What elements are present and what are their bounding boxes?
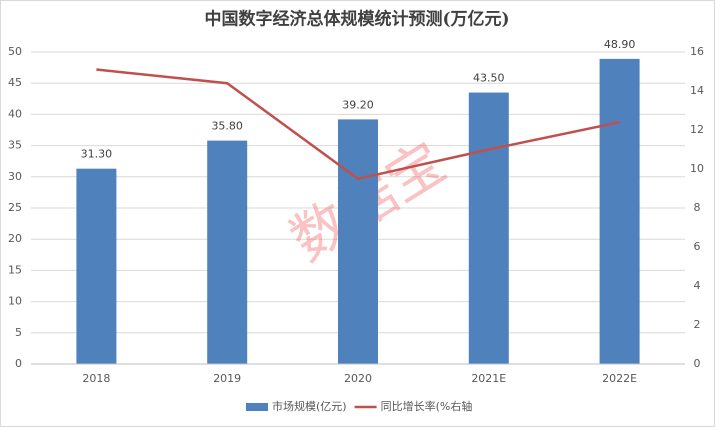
data-label: 35.80 <box>211 120 243 133</box>
y2-tick-label: 14 <box>690 84 704 97</box>
bar <box>207 140 248 364</box>
y2-tick-label: 12 <box>690 123 704 136</box>
x-tick-label: 2021E <box>471 372 506 385</box>
y-tick-label: 15 <box>8 263 22 276</box>
data-label: 31.30 <box>81 148 113 161</box>
x-tick-label: 2020 <box>344 372 372 385</box>
y-tick-label: 40 <box>8 107 22 120</box>
data-label: 48.90 <box>604 38 636 51</box>
chart-title: 中国数字经济总体规模统计预测(万亿元) <box>204 9 509 30</box>
bar <box>76 168 117 364</box>
data-label: 43.50 <box>473 72 505 85</box>
legend-swatch <box>246 403 268 411</box>
y-tick-label: 25 <box>8 201 22 214</box>
data-label: 39.20 <box>342 98 374 111</box>
legend-label: 同比增长率(%右轴 <box>381 399 473 413</box>
y-tick-label: 35 <box>8 139 22 152</box>
y-tick-label: 5 <box>15 326 22 339</box>
y-tick-label: 45 <box>8 76 22 89</box>
bar <box>468 92 509 364</box>
x-tick-label: 2018 <box>82 372 110 385</box>
line <box>96 68 620 181</box>
y-tick-label: 20 <box>8 232 22 245</box>
legend-label: 市场规模(亿元) <box>272 399 347 413</box>
y2-tick-label: 10 <box>690 162 704 175</box>
y2-tick-label: 0 <box>694 357 701 370</box>
y2-tick-label: 8 <box>694 201 701 214</box>
y2-tick-label: 6 <box>694 240 701 253</box>
y-tick-label: 0 <box>15 357 22 370</box>
bar <box>599 58 640 364</box>
y2-tick-label: 16 <box>690 45 704 58</box>
y2-tick-label: 4 <box>694 279 701 292</box>
x-tick-label: 2022E <box>602 372 637 385</box>
y-tick-label: 30 <box>8 170 22 183</box>
y-tick-label: 10 <box>8 295 22 308</box>
y-tick-label: 50 <box>8 45 22 58</box>
bar <box>338 119 378 364</box>
x-tick-label: 2019 <box>213 372 241 385</box>
y2-tick-label: 2 <box>694 318 701 331</box>
